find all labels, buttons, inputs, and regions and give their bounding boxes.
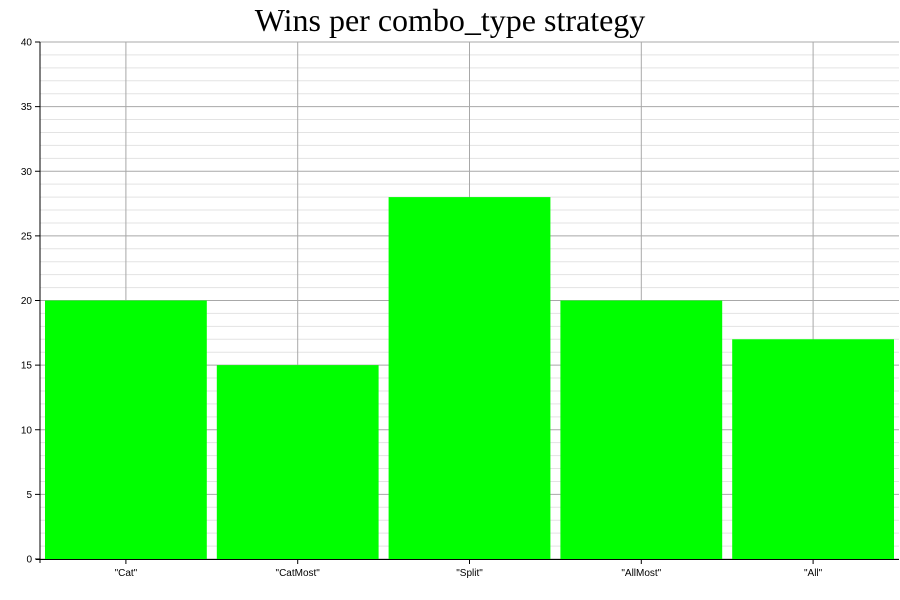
- bar-1: [216, 365, 379, 559]
- x-tick-label: "Split": [456, 568, 483, 579]
- bar-4: [732, 339, 894, 559]
- y-tick-label: 35: [21, 102, 33, 113]
- x-tick-label: "CatMost": [276, 568, 321, 579]
- y-tick-label: 25: [21, 231, 33, 242]
- y-tick-label: 40: [21, 38, 33, 49]
- y-tick-label: 20: [21, 296, 33, 307]
- y-tick-label: 15: [21, 361, 33, 372]
- y-tick-label: 0: [26, 555, 32, 566]
- bar-0: [45, 300, 207, 559]
- bars: [45, 197, 894, 559]
- x-tick-label: "Cat": [115, 568, 138, 579]
- y-tick-label: 5: [26, 490, 32, 501]
- bar-2: [388, 197, 551, 559]
- axes: [35, 41, 899, 564]
- x-tick-label: "All": [804, 568, 823, 579]
- y-tick-label: 30: [21, 167, 33, 178]
- y-tick-label: 10: [21, 425, 33, 436]
- x-tick-label: "AllMost": [621, 568, 661, 579]
- tick-labels: 0 5 10 15 20 25 30 35 40 "Cat" "CatMost" "Split" "Al…: [21, 38, 823, 580]
- bar-3: [560, 300, 723, 559]
- chart-title: Wins per combo_type strategy: [254, 2, 646, 38]
